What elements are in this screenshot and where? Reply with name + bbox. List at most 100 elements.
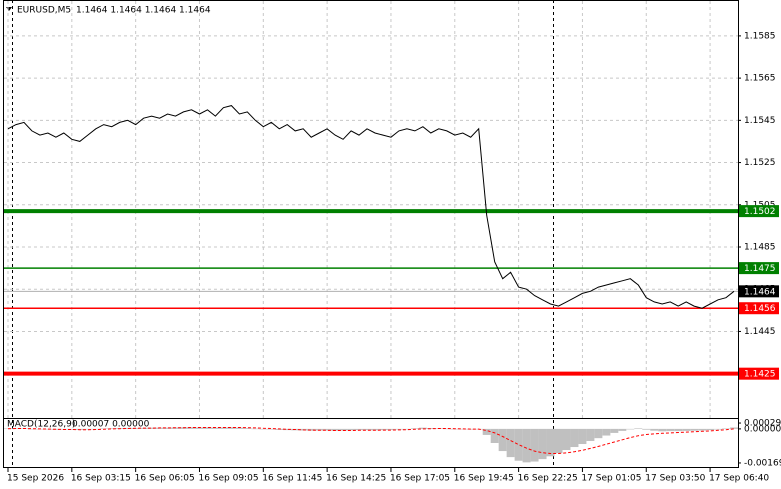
histogram-bar — [442, 428, 451, 430]
histogram-bar — [219, 427, 228, 429]
x-tick-label: 16 Sep 17:05 — [390, 474, 450, 484]
x-tick-label: 17 Sep 01:05 — [581, 474, 641, 484]
histogram-bar — [402, 428, 411, 430]
y-tick-label: 1.1585 — [744, 31, 776, 41]
histogram-bar — [618, 428, 627, 431]
histogram-bar — [187, 427, 196, 429]
x-tick-label: 16 Sep 09:05 — [198, 474, 258, 484]
histogram-bar — [650, 428, 659, 431]
y-tick-label: 1.1445 — [744, 327, 776, 337]
y-tick-label: 1.1545 — [744, 116, 776, 126]
symbol-title: EURUSD,M5 — [17, 6, 71, 16]
histogram-bar — [490, 428, 499, 443]
level-label-bg — [739, 262, 779, 275]
histogram-bar — [378, 428, 387, 431]
histogram-bar — [530, 428, 539, 462]
histogram-bar — [666, 428, 675, 432]
histogram-bar — [514, 428, 523, 461]
histogram-bar — [634, 428, 643, 429]
histogram-bar — [522, 428, 531, 463]
histogram-bar — [163, 427, 172, 429]
histogram-bar — [27, 428, 36, 430]
x-tick-label: 16 Sep 03:15 — [71, 474, 131, 484]
histogram-bar — [259, 428, 268, 430]
histogram-bar — [323, 428, 332, 431]
histogram-bar — [706, 428, 715, 431]
menu-arrow — [6, 7, 12, 11]
histogram-bar — [594, 428, 603, 439]
x-tick-label: 17 Sep 03:50 — [645, 474, 705, 484]
histogram-bar — [83, 428, 92, 430]
y-tick-label: 0.00000 — [744, 424, 781, 434]
histogram-bar — [394, 428, 403, 430]
histogram-bar — [722, 428, 731, 429]
x-tick-label: 16 Sep 06:05 — [135, 474, 195, 484]
histogram-bar — [315, 428, 324, 431]
signal-line — [7, 427, 735, 454]
macd-values: 0.00007 0.00000 — [72, 420, 150, 430]
histogram-bar — [243, 428, 252, 429]
histogram-bar — [642, 428, 651, 430]
y-tick-label: -0.00169 — [744, 458, 781, 468]
histogram-bar — [586, 428, 595, 441]
histogram-bar — [682, 428, 691, 431]
histogram-bar — [307, 428, 316, 431]
x-tick-label: 16 Sep 11:45 — [262, 474, 322, 484]
level-label-bg — [739, 367, 779, 380]
histogram-bar — [211, 427, 220, 429]
histogram-bar — [347, 428, 356, 431]
histogram-bar — [610, 428, 619, 433]
histogram-bar — [498, 428, 507, 452]
histogram-bar — [410, 428, 419, 429]
histogram-bar — [538, 428, 547, 460]
histogram-bar — [658, 428, 667, 432]
level-label: 1.1502 — [744, 207, 776, 217]
y-tick-label: 1.1485 — [744, 243, 776, 253]
histogram-bar — [730, 427, 739, 429]
histogram-bar — [602, 428, 611, 436]
histogram-bar — [203, 427, 212, 429]
histogram-bar — [482, 428, 491, 435]
histogram-bar — [227, 427, 236, 429]
histogram-bar — [43, 428, 52, 430]
x-tick-label: 17 Sep 06:40 — [709, 474, 769, 484]
histogram-bar — [339, 428, 348, 431]
histogram-bar — [251, 428, 260, 430]
histogram-bar — [371, 428, 379, 431]
histogram-bar — [147, 427, 156, 429]
level-label: 1.1475 — [744, 264, 776, 274]
histogram-bar — [546, 428, 555, 457]
histogram-bar — [99, 428, 108, 429]
y-tick-label: 1.1525 — [744, 158, 776, 168]
y-tick-label: 1.1565 — [744, 74, 776, 84]
x-tick-label: 16 Sep 22:25 — [518, 474, 578, 484]
histogram-bar — [698, 428, 707, 431]
level-label: 1.1425 — [744, 370, 776, 380]
histogram-bar — [562, 428, 571, 451]
histogram-bar — [418, 427, 427, 429]
histogram-bar — [578, 428, 587, 445]
ohlc-values: 1.1464 1.1464 1.1464 1.1464 — [76, 6, 211, 16]
histogram-bar — [554, 428, 563, 454]
x-tick-label: 15 Sep 2026 — [7, 474, 64, 484]
histogram-bar — [235, 427, 244, 429]
histogram-bar — [363, 428, 372, 431]
x-tick-label: 16 Sep 14:25 — [326, 474, 386, 484]
macd-title: MACD(12,26,9) — [7, 420, 75, 430]
histogram-bar — [570, 428, 579, 448]
histogram-bar — [626, 428, 635, 430]
y-tick-label: 0.00029 — [744, 419, 781, 429]
histogram-bar — [195, 427, 204, 429]
level-label-bg — [739, 302, 779, 315]
histogram-bar — [331, 428, 340, 431]
plot-frame — [3, 0, 739, 468]
histogram-bar — [458, 428, 467, 430]
level-label-bg — [739, 205, 779, 218]
histogram-bar — [283, 428, 292, 431]
price-line — [7, 105, 735, 309]
histogram-bar — [67, 428, 76, 430]
histogram-bar — [107, 428, 116, 429]
histogram-bar — [355, 428, 364, 431]
level-label: 1.1464 — [744, 287, 776, 297]
